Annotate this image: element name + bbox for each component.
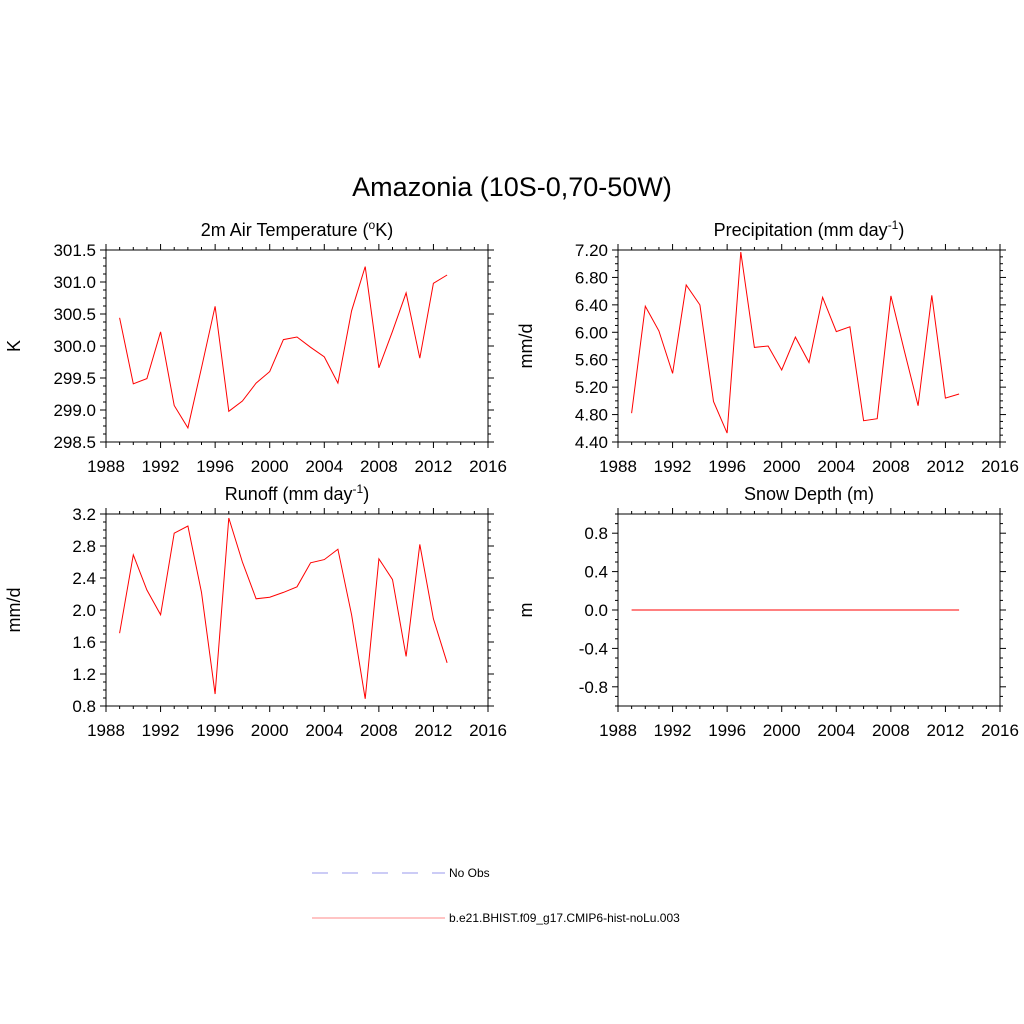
y-tick-label: 2.0 [72,601,96,620]
x-tick-label: 1996 [196,721,234,740]
panel-snow-depth: 1988 1992 1996 2000 2004 2008 2012 2016 -0.8 -0.4… [516,484,1019,740]
panel-title: Runoff (mm day-1) [225,482,369,504]
y-tick-label: 4.80 [575,406,608,425]
x-tick-label: 2008 [360,457,398,476]
x-tick-label: 1992 [654,457,692,476]
x-tick-label: 2012 [415,457,453,476]
y-tick-label: 1.6 [72,633,96,652]
y-tick-label: 2.8 [72,537,96,556]
series-line [119,266,448,430]
y-tick-label: 300.5 [53,305,96,324]
y-axis-label: K [4,340,24,352]
x-tick-label: 2000 [763,721,801,740]
y-tick-label: 6.80 [575,268,608,287]
y-tick-label: -0.4 [579,639,608,658]
x-tick-label: 2016 [981,457,1019,476]
series-line [631,252,960,434]
y-tick-label: 3.2 [72,505,96,524]
x-tick-label: 1996 [708,457,746,476]
y-tick-label: 6.00 [575,323,608,342]
x-tick-label: 2004 [817,457,855,476]
y-tick-label: 0.0 [584,601,608,620]
x-tick-label: 2012 [927,721,965,740]
figure-title: Amazonia (10S-0,70-50W) [352,172,672,202]
panel-title: 2m Air Temperature (oK) [201,218,393,240]
y-tick-label: 300.0 [53,337,96,356]
x-tick-label: 2012 [415,721,453,740]
x-tick-label: 2016 [469,721,507,740]
panel-air-temperature: 1988 1992 1996 2000 2004 2008 2012 2016 298.5 299… [4,218,507,476]
panel-title: Snow Depth (m) [744,484,874,504]
x-tick-label: 2016 [981,721,1019,740]
x-tick-label: 2000 [251,457,289,476]
y-tick-label: 301.5 [53,241,96,260]
y-tick-label: 299.5 [53,369,96,388]
y-tick-label: 6.40 [575,296,608,315]
x-tick-label: 1988 [599,457,637,476]
x-tick-label: 2004 [817,721,855,740]
y-tick-label: 5.60 [575,351,608,370]
y-tick-label: 0.8 [72,697,96,716]
x-tick-label: 2008 [872,721,910,740]
x-tick-label: 2008 [360,721,398,740]
x-tick-label: 1988 [87,721,125,740]
y-tick-label: 301.0 [53,273,96,292]
x-tick-label: 1992 [142,457,180,476]
y-tick-label: 4.40 [575,433,608,452]
x-tick-label: 1996 [196,457,234,476]
y-tick-label: 1.2 [72,665,96,684]
panel-runoff: 1988 1992 1996 2000 2004 2008 2012 2016 0.8 1.2 1.… [4,482,507,740]
x-tick-label: 2000 [763,457,801,476]
y-axis-label: mm/d [4,588,24,633]
y-tick-label: 0.4 [584,563,608,582]
y-tick-label: 7.20 [575,241,608,260]
legend-label-model: b.e21.BHIST.f09_g17.CMIP6-hist-noLu.003 [449,911,680,925]
x-tick-label: 1996 [708,721,746,740]
plot-frame [617,249,1001,443]
y-tick-label: 298.5 [53,433,96,452]
x-tick-label: 2016 [469,457,507,476]
panel-precipitation: 1988 1992 1996 2000 2004 2008 2012 2016 4.40 4.80… [516,218,1019,476]
x-tick-label: 1992 [654,721,692,740]
x-tick-label: 1992 [142,721,180,740]
panel-title: Precipitation (mm day-1) [714,218,905,240]
x-tick-label: 1988 [599,721,637,740]
y-tick-label: 0.8 [584,524,608,543]
y-tick-label: 5.20 [575,378,608,397]
legend: No Obs b.e21.BHIST.f09_g17.CMIP6-hist-no… [312,866,680,925]
series-line [119,517,448,699]
y-axis-label: m [516,603,536,618]
y-tick-label: 299.0 [53,401,96,420]
x-tick-label: 2000 [251,721,289,740]
y-tick-label: 2.4 [72,569,96,588]
x-tick-label: 2008 [872,457,910,476]
x-tick-label: 2012 [927,457,965,476]
x-tick-label: 1988 [87,457,125,476]
plot-frame [105,513,489,707]
x-tick-label: 2004 [305,457,343,476]
x-tick-label: 2004 [305,721,343,740]
legend-label-no-obs: No Obs [449,866,490,880]
y-axis-label: mm/d [516,324,536,369]
y-tick-label: -0.8 [579,678,608,697]
